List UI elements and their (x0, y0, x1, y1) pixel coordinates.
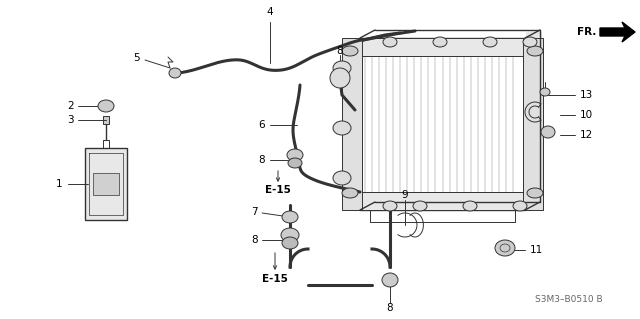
Ellipse shape (513, 201, 527, 211)
Text: 1: 1 (56, 179, 62, 189)
Text: 8: 8 (252, 235, 258, 245)
Bar (93, 173, 119, 195)
Bar (85, 148, 127, 220)
Ellipse shape (540, 88, 550, 96)
Text: 3: 3 (67, 115, 74, 125)
Ellipse shape (288, 158, 302, 168)
Ellipse shape (287, 149, 303, 161)
Ellipse shape (382, 273, 398, 287)
Text: 8: 8 (259, 155, 265, 165)
Text: 4: 4 (267, 7, 273, 17)
Text: 2: 2 (67, 101, 74, 111)
Text: 5: 5 (133, 53, 140, 63)
Ellipse shape (333, 61, 351, 75)
Ellipse shape (413, 201, 427, 211)
Ellipse shape (527, 188, 543, 198)
Text: 13: 13 (580, 90, 593, 100)
Text: 12: 12 (580, 130, 593, 140)
Text: S3M3–B0510 B: S3M3–B0510 B (535, 295, 603, 305)
Bar (360, 38, 525, 56)
Text: E-15: E-15 (265, 185, 291, 195)
Bar (523, 38, 543, 210)
Polygon shape (600, 22, 635, 42)
Ellipse shape (333, 121, 351, 135)
Ellipse shape (169, 68, 181, 78)
Ellipse shape (495, 240, 515, 256)
Bar (342, 38, 362, 210)
Text: 8: 8 (387, 303, 394, 313)
Ellipse shape (281, 228, 299, 242)
Text: 7: 7 (252, 207, 258, 217)
Text: 10: 10 (580, 110, 593, 120)
Text: E-15: E-15 (262, 274, 288, 284)
Ellipse shape (383, 37, 397, 47)
Ellipse shape (523, 37, 537, 47)
Ellipse shape (383, 201, 397, 211)
Text: 9: 9 (402, 190, 408, 200)
Bar (103, 116, 109, 124)
Ellipse shape (342, 188, 358, 198)
Ellipse shape (98, 100, 114, 112)
Text: 8: 8 (337, 46, 343, 56)
Ellipse shape (330, 68, 350, 88)
Ellipse shape (333, 171, 351, 185)
Ellipse shape (433, 37, 447, 47)
Ellipse shape (483, 37, 497, 47)
Ellipse shape (527, 46, 543, 56)
Ellipse shape (463, 201, 477, 211)
Text: FR.: FR. (577, 27, 596, 37)
Text: 11: 11 (530, 245, 543, 255)
Text: 6: 6 (259, 120, 265, 130)
Ellipse shape (342, 46, 358, 56)
Ellipse shape (282, 237, 298, 249)
Bar (360, 192, 525, 210)
Ellipse shape (282, 211, 298, 223)
Ellipse shape (541, 126, 555, 138)
